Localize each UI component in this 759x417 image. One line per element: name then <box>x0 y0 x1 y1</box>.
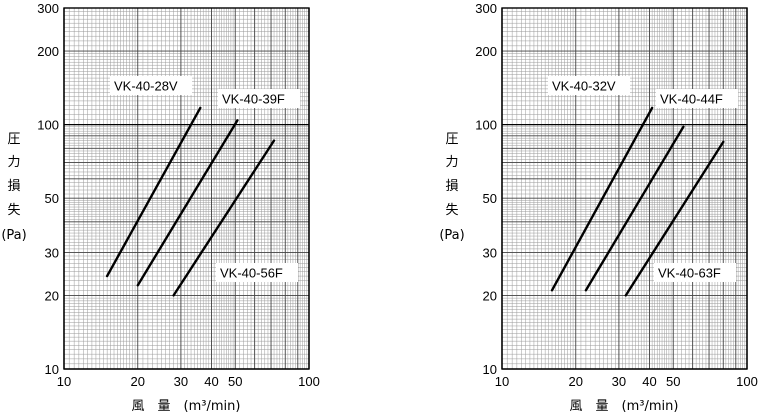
x-tick-label: 30 <box>174 374 188 389</box>
y-tick-label: 300 <box>475 1 497 16</box>
y-tick-label: 200 <box>475 44 497 59</box>
series-label-bg <box>548 76 630 95</box>
series-label: VK-40-32V <box>552 79 616 94</box>
series-line-vk-40-56f <box>172 139 276 297</box>
x-tick-label: 40 <box>204 374 218 389</box>
series-label-bg <box>110 76 192 95</box>
y-tick-label: 100 <box>475 118 497 133</box>
y-tick-label: 100 <box>37 118 59 133</box>
x-tick-label: 10 <box>495 374 509 389</box>
plot-frame <box>63 7 310 370</box>
y-axis-label: 損 <box>7 179 20 194</box>
x-tick-label: 20 <box>569 374 583 389</box>
series-line-vk-40-39f <box>136 119 239 287</box>
series-label-bg <box>656 89 738 108</box>
y-axis-unit: (Pa) <box>439 228 464 243</box>
y-tick-label: 10 <box>45 362 59 377</box>
y-axis-label: 力 <box>445 155 458 170</box>
series-line-vk-40-63f <box>624 140 725 297</box>
x-tick-label: 20 <box>131 374 145 389</box>
y-axis-label: 損 <box>445 179 458 194</box>
y-tick-label: 30 <box>45 245 59 260</box>
y-tick-label: 20 <box>45 288 59 303</box>
x-tick-label: 10 <box>57 374 71 389</box>
x-axis-label: 風 量 (m³/min) <box>132 399 241 414</box>
y-tick-label: 50 <box>483 191 497 206</box>
series-label-bg <box>654 263 736 282</box>
series-line-vk-40-44f <box>584 125 685 292</box>
x-tick-label: 30 <box>612 374 626 389</box>
y-tick-label: 300 <box>37 1 59 16</box>
y-axis-label: 失 <box>445 203 458 218</box>
y-axis-label: 力 <box>7 155 20 170</box>
y-tick-label: 200 <box>37 44 59 59</box>
plot-frame <box>501 7 748 370</box>
y-axis-label: 圧 <box>7 132 20 147</box>
series-label: VK-40-28V <box>114 79 178 94</box>
x-axis-label: 風 量 (m³/min) <box>570 399 679 414</box>
series-label: VK-40-39F <box>222 92 285 107</box>
y-tick-label: 10 <box>483 362 497 377</box>
y-axis-label: 圧 <box>445 132 458 147</box>
y-tick-label: 30 <box>483 245 497 260</box>
y-axis-unit: (Pa) <box>1 228 26 243</box>
y-axis-label: 失 <box>7 203 20 218</box>
x-tick-label: 100 <box>298 374 320 389</box>
series-label: VK-40-44F <box>660 92 723 107</box>
series-line-vk-40-28v <box>105 106 202 278</box>
series-label: VK-40-63F <box>658 266 721 281</box>
series-label-bg <box>218 89 300 108</box>
x-tick-label: 50 <box>666 374 680 389</box>
x-tick-label: 50 <box>228 374 242 389</box>
x-tick-label: 40 <box>642 374 656 389</box>
series-label-bg <box>216 263 298 282</box>
grid <box>63 7 310 370</box>
series-line-vk-40-32v <box>550 106 654 292</box>
series-label: VK-40-56F <box>220 266 283 281</box>
x-tick-label: 100 <box>736 374 758 389</box>
y-tick-label: 20 <box>483 288 497 303</box>
y-tick-label: 50 <box>45 191 59 206</box>
